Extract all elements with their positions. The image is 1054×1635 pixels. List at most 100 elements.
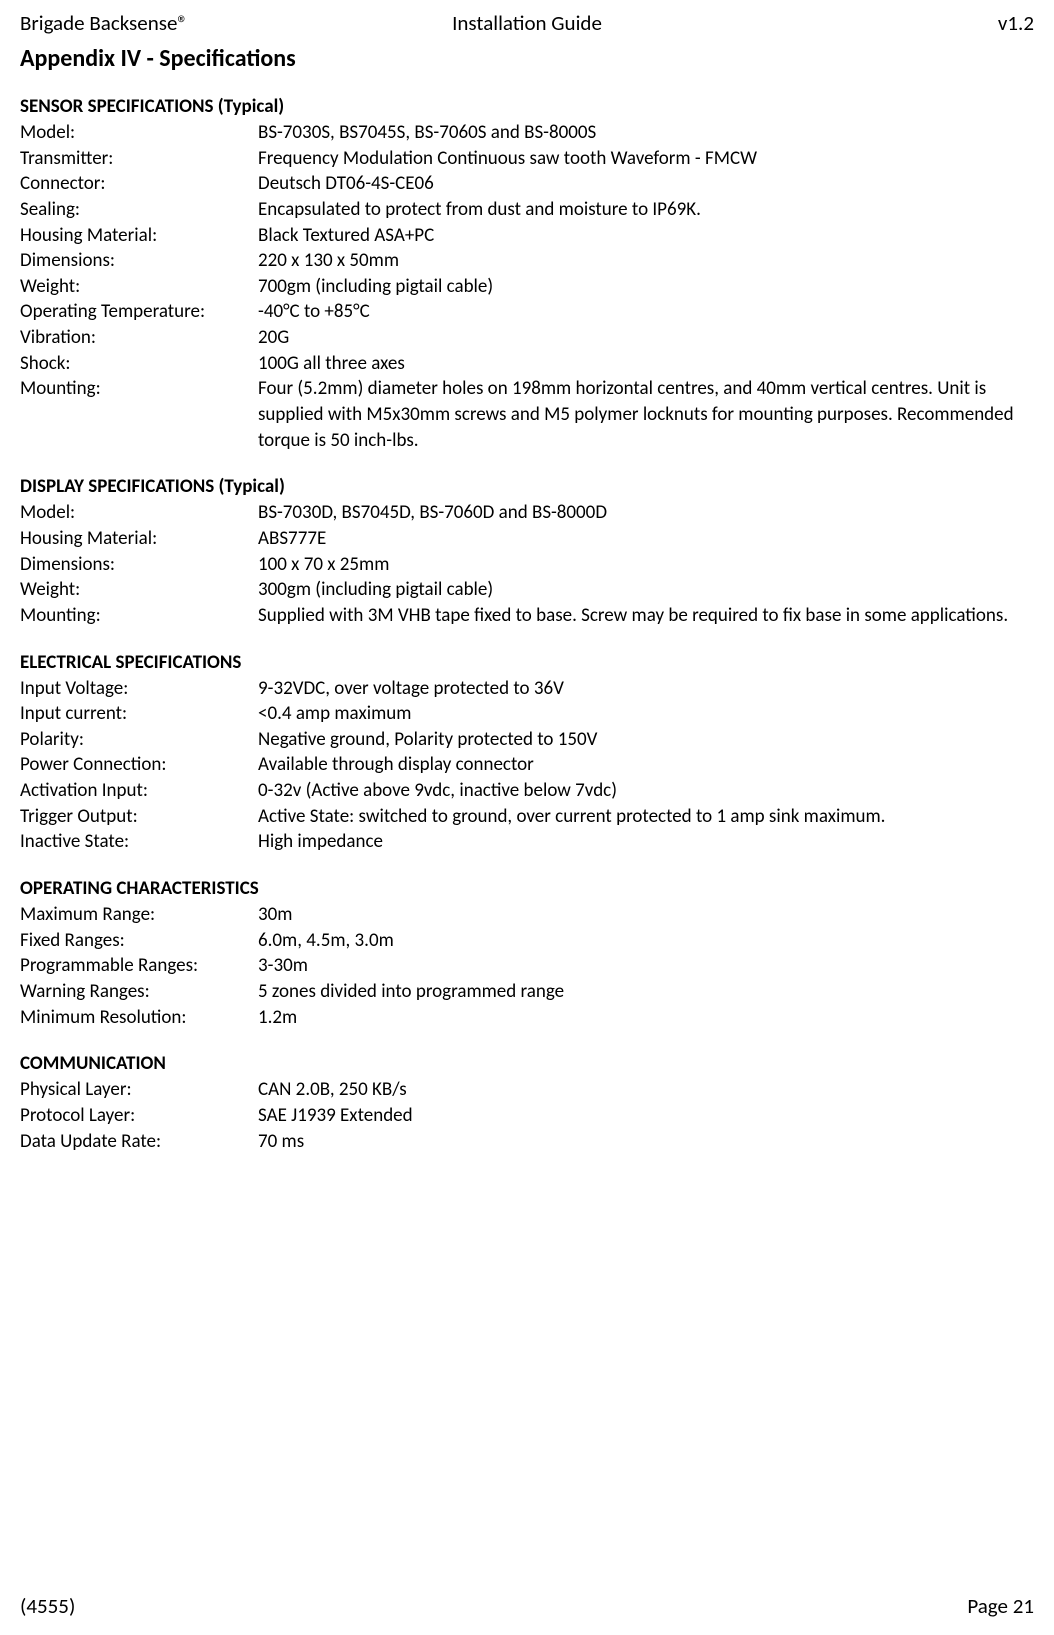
spec-label: Sealing: bbox=[20, 197, 258, 223]
spec-label: Minimum Resolution: bbox=[20, 1005, 258, 1031]
spec-label: Data Update Rate: bbox=[20, 1129, 258, 1155]
spec-value: High impedance bbox=[258, 829, 1034, 855]
spec-row: Model:BS-7030S, BS7045S, BS-7060S and BS… bbox=[20, 120, 1034, 146]
spec-row: Minimum Resolution:1.2m bbox=[20, 1005, 1034, 1031]
spec-row: Polarity:Negative ground, Polarity prote… bbox=[20, 727, 1034, 753]
spec-label: Warning Ranges: bbox=[20, 979, 258, 1005]
spec-label: Activation Input: bbox=[20, 778, 258, 804]
spec-label: Dimensions: bbox=[20, 552, 258, 578]
spec-row: Input Voltage:9-32VDC, over voltage prot… bbox=[20, 676, 1034, 702]
spec-row: Trigger Output:Active State: switched to… bbox=[20, 804, 1034, 830]
spec-row: Sealing:Encapsulated to protect from dus… bbox=[20, 197, 1034, 223]
spec-label: Housing Material: bbox=[20, 223, 258, 249]
spec-value: Black Textured ASA+PC bbox=[258, 223, 1034, 249]
spec-label: Power Connection: bbox=[20, 752, 258, 778]
spec-value: BS-7030S, BS7045S, BS-7060S and BS-8000S bbox=[258, 120, 1034, 146]
spec-value: Negative ground, Polarity protected to 1… bbox=[258, 727, 1034, 753]
spec-label: Dimensions: bbox=[20, 248, 258, 274]
spec-value: 6.0m, 4.5m, 3.0m bbox=[258, 928, 1034, 954]
spec-value: CAN 2.0B, 250 KB/s bbox=[258, 1077, 1034, 1103]
spec-row: Dimensions:220 x 130 x 50mm bbox=[20, 248, 1034, 274]
spec-row: Protocol Layer:SAE J1939 Extended bbox=[20, 1103, 1034, 1129]
section-heading: DISPLAY SPECIFICATIONS (Typical) bbox=[20, 475, 1034, 498]
header-doc-title: Installation Guide bbox=[358, 10, 696, 36]
spec-value: Available through display connector bbox=[258, 752, 1034, 778]
spec-value: SAE J1939 Extended bbox=[258, 1103, 1034, 1129]
spec-label: Input Voltage: bbox=[20, 676, 258, 702]
spec-label: Maximum Range: bbox=[20, 902, 258, 928]
spec-value: 220 x 130 x 50mm bbox=[258, 248, 1034, 274]
spec-label: Inactive State: bbox=[20, 829, 258, 855]
page-footer: (4555) Page 21 bbox=[20, 1593, 1034, 1619]
spec-row: Inactive State:High impedance bbox=[20, 829, 1034, 855]
footer-page-number: Page 21 bbox=[967, 1593, 1034, 1619]
spec-row: Fixed Ranges:6.0m, 4.5m, 3.0m bbox=[20, 928, 1034, 954]
spec-value: Frequency Modulation Continuous saw toot… bbox=[258, 146, 1034, 172]
spec-row: Power Connection:Available through displ… bbox=[20, 752, 1034, 778]
spec-label: Vibration: bbox=[20, 325, 258, 351]
spec-row: Weight:700gm (including pigtail cable) bbox=[20, 274, 1034, 300]
spec-value: 0-32v (Active above 9vdc, inactive below… bbox=[258, 778, 1034, 804]
page-container: Brigade Backsense® Installation Guide v1… bbox=[0, 0, 1054, 1635]
spec-value: 20G bbox=[258, 325, 1034, 351]
spec-label: Transmitter: bbox=[20, 146, 258, 172]
spec-label: Weight: bbox=[20, 577, 258, 603]
section-heading: ELECTRICAL SPECIFICATIONS bbox=[20, 651, 1034, 674]
section-heading: SENSOR SPECIFICATIONS (Typical) bbox=[20, 95, 1034, 118]
section-heading: OPERATING CHARACTERISTICS bbox=[20, 877, 1034, 900]
spec-label: Fixed Ranges: bbox=[20, 928, 258, 954]
spec-label: Weight: bbox=[20, 274, 258, 300]
spec-row: Connector:Deutsch DT06-4S-CE06 bbox=[20, 171, 1034, 197]
spec-value: ABS777E bbox=[258, 526, 1034, 552]
spec-row: Mounting:Four (5.2mm) diameter holes on … bbox=[20, 376, 1034, 453]
spec-row: Mounting:Supplied with 3M VHB tape fixed… bbox=[20, 603, 1034, 629]
spec-value: 300gm (including pigtail cable) bbox=[258, 577, 1034, 603]
spec-label: Input current: bbox=[20, 701, 258, 727]
spec-label: Model: bbox=[20, 120, 258, 146]
spec-value: 3-30m bbox=[258, 953, 1034, 979]
spec-label: Protocol Layer: bbox=[20, 1103, 258, 1129]
spec-label: Connector: bbox=[20, 171, 258, 197]
spec-row: Vibration:20G bbox=[20, 325, 1034, 351]
spec-label: Polarity: bbox=[20, 727, 258, 753]
spec-row: Model:BS-7030D, BS7045D, BS-7060D and BS… bbox=[20, 500, 1034, 526]
spec-row: Warning Ranges:5 zones divided into prog… bbox=[20, 979, 1034, 1005]
spec-label: Housing Material: bbox=[20, 526, 258, 552]
spec-row: Housing Material:ABS777E bbox=[20, 526, 1034, 552]
header-version: v1.2 bbox=[696, 10, 1034, 36]
spec-label: Mounting: bbox=[20, 376, 258, 453]
spec-value: <0.4 amp maximum bbox=[258, 701, 1034, 727]
spec-label: Programmable Ranges: bbox=[20, 953, 258, 979]
footer-doc-code: (4555) bbox=[20, 1593, 75, 1619]
spec-label: Trigger Output: bbox=[20, 804, 258, 830]
spec-label: Physical Layer: bbox=[20, 1077, 258, 1103]
spec-row: Input current:<0.4 amp maximum bbox=[20, 701, 1034, 727]
spec-value: 9-32VDC, over voltage protected to 36V bbox=[258, 676, 1034, 702]
appendix-title: Appendix IV - Specifications bbox=[20, 44, 1034, 73]
spec-value: 30m bbox=[258, 902, 1034, 928]
section-heading: COMMUNICATION bbox=[20, 1052, 1034, 1075]
spec-value: Encapsulated to protect from dust and mo… bbox=[258, 197, 1034, 223]
spec-value: Four (5.2mm) diameter holes on 198mm hor… bbox=[258, 376, 1034, 453]
spec-row: Activation Input:0-32v (Active above 9vd… bbox=[20, 778, 1034, 804]
spec-value: 100G all three axes bbox=[258, 351, 1034, 377]
spec-row: Dimensions:100 x 70 x 25mm bbox=[20, 552, 1034, 578]
spec-label: Mounting: bbox=[20, 603, 258, 629]
spec-row: Programmable Ranges:3-30m bbox=[20, 953, 1034, 979]
sections-container: SENSOR SPECIFICATIONS (Typical)Model:BS-… bbox=[20, 95, 1034, 1154]
spec-value: 100 x 70 x 25mm bbox=[258, 552, 1034, 578]
spec-row: Transmitter:Frequency Modulation Continu… bbox=[20, 146, 1034, 172]
spec-row: Operating Temperature:-40°C to +85°C bbox=[20, 299, 1034, 325]
spec-value: -40°C to +85°C bbox=[258, 299, 1034, 325]
spec-value: Supplied with 3M VHB tape fixed to base.… bbox=[258, 603, 1034, 629]
spec-value: BS-7030D, BS7045D, BS-7060D and BS-8000D bbox=[258, 500, 1034, 526]
spec-row: Physical Layer:CAN 2.0B, 250 KB/s bbox=[20, 1077, 1034, 1103]
spec-row: Shock:100G all three axes bbox=[20, 351, 1034, 377]
spec-row: Data Update Rate:70 ms bbox=[20, 1129, 1034, 1155]
spec-row: Maximum Range:30m bbox=[20, 902, 1034, 928]
spec-value: 5 zones divided into programmed range bbox=[258, 979, 1034, 1005]
spec-value: Active State: switched to ground, over c… bbox=[258, 804, 1034, 830]
spec-label: Shock: bbox=[20, 351, 258, 377]
spec-row: Weight:300gm (including pigtail cable) bbox=[20, 577, 1034, 603]
page-header: Brigade Backsense® Installation Guide v1… bbox=[20, 10, 1034, 36]
